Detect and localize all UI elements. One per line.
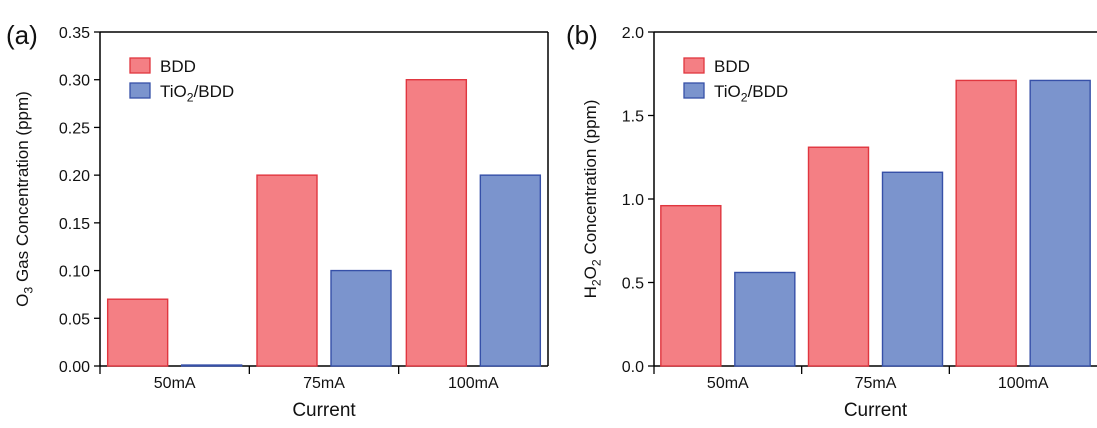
legend-label-tio2-bdd: TiO2/BDD <box>160 82 234 104</box>
bar-bdd-75mA <box>256 174 318 367</box>
y-axis-title: H2O2 Concentration (ppm) <box>581 100 603 299</box>
bar-bdd-75mA <box>807 146 870 367</box>
y-tick-label: 0.00 <box>59 359 90 376</box>
y-tick-label: 0.5 <box>622 276 644 293</box>
panel-label: (b) <box>566 20 598 50</box>
y-tick-label: 0.35 <box>59 25 90 42</box>
x-tick-label: 75mA <box>855 375 897 392</box>
y-tick-label: 2.0 <box>622 25 644 42</box>
panel-label: (a) <box>6 20 38 50</box>
y-tick-label: 0.0 <box>622 359 644 376</box>
x-tick-label: 100mA <box>448 375 499 392</box>
legend-label-bdd: BDD <box>160 57 196 76</box>
y-tick-label: 1.5 <box>622 109 644 126</box>
y-tick-label: 0.25 <box>59 120 90 137</box>
x-tick-label: 50mA <box>154 375 196 392</box>
bar-bdd-100mA <box>405 79 468 367</box>
bar-tio2-bdd-50mA <box>734 271 796 367</box>
y-tick-label: 0.05 <box>59 311 90 328</box>
legend-swatch-tio2-bdd <box>129 82 151 99</box>
y-tick-label: 1.0 <box>622 192 644 209</box>
legend-label-bdd: BDD <box>714 57 750 76</box>
bar-tio2-bdd-50mA <box>180 364 243 367</box>
legend-swatch-tio2-bdd <box>683 82 705 99</box>
y-tick-label: 0.15 <box>59 216 90 233</box>
y-axis-title: O3 Gas Concentration (ppm) <box>13 91 35 307</box>
x-tick-label: 75mA <box>303 375 345 392</box>
y-tick-label: 0.10 <box>59 264 90 281</box>
y-tick-label: 0.30 <box>59 73 90 90</box>
bar-bdd-50mA <box>660 204 722 367</box>
x-axis-title: Current <box>292 400 356 421</box>
legend-swatch-bdd <box>129 57 151 74</box>
bar-tio2-bdd-100mA <box>1029 79 1091 367</box>
legend-swatch-bdd <box>683 57 705 74</box>
x-tick-label: 50mA <box>707 375 749 392</box>
bar-tio2-bdd-75mA <box>881 171 944 367</box>
bar-bdd-50mA <box>106 298 169 367</box>
x-axis-title: Current <box>844 400 908 421</box>
legend-label-tio2-bdd: TiO2/BDD <box>714 82 788 104</box>
x-tick-label: 100mA <box>998 375 1049 392</box>
y-tick-label: 0.20 <box>59 168 90 185</box>
bar-tio2-bdd-75mA <box>330 269 392 367</box>
bar-tio2-bdd-100mA <box>479 174 542 367</box>
bar-bdd-100mA <box>955 79 1017 367</box>
